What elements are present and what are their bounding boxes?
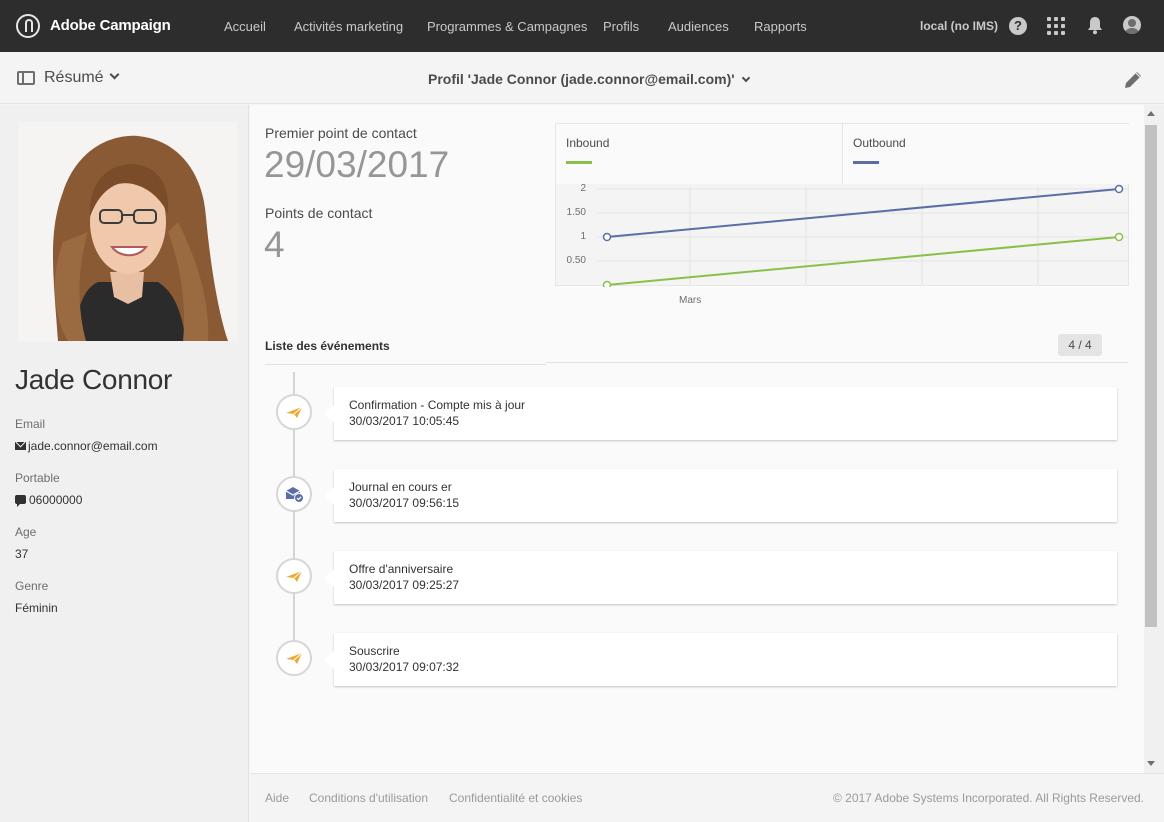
copyright-text: © 2017 Adobe Systems Incorporated. All R… (832, 791, 1144, 805)
nav-item-activites-marketing[interactable]: Activités marketing (294, 19, 404, 34)
mobile-text: 06000000 (29, 493, 83, 507)
legend-label: Outbound (853, 136, 906, 150)
y-tick-label: 2 (580, 183, 586, 194)
environment-label[interactable]: local (no IMS) (920, 19, 998, 33)
mail-icon (15, 442, 26, 450)
timeline-line (293, 372, 295, 670)
legend-swatch-inbound (566, 161, 592, 164)
event-card[interactable]: Journal en cours er 30/03/2017 09:56:15 (324, 469, 1117, 522)
mobile-value[interactable]: 06000000 (15, 493, 82, 507)
chart-data-point[interactable] (602, 232, 612, 242)
event-card[interactable]: Confirmation - Compte mis à jour 30/03/2… (324, 387, 1117, 440)
event-card[interactable]: Offre d'anniversaire 30/03/2017 09:25:27 (324, 551, 1117, 604)
legend-label: Inbound (566, 136, 610, 150)
timeline-node (276, 558, 312, 594)
app-switcher-icon[interactable] (1047, 17, 1065, 35)
chart-plot-area (596, 184, 1129, 288)
footer-link-terms[interactable]: Conditions d'utilisation (309, 791, 429, 805)
mail-check-icon (285, 487, 304, 503)
chart-series-line-outbound (606, 188, 1120, 238)
app-title[interactable]: Adobe Campaign (50, 17, 171, 34)
event-title: Confirmation - Compte mis à jour (349, 398, 526, 412)
profile-photo (18, 122, 237, 341)
event-time: 30/03/2017 09:07:32 (349, 660, 460, 674)
gender-label: Genre (15, 579, 49, 593)
scrollbar-thumb[interactable] (1145, 125, 1157, 627)
notifications-bell-icon[interactable] (1087, 16, 1103, 35)
email-text: jade.connor@email.com (28, 439, 158, 453)
footer-link-privacy[interactable]: Confidentialité et cookies (449, 791, 583, 805)
first-contact-label: Premier point de contact (265, 125, 417, 141)
timeline-node (276, 394, 312, 430)
event-card[interactable]: Souscrire 30/03/2017 09:07:32 (324, 633, 1117, 686)
nav-item-accueil[interactable]: Accueil (224, 19, 266, 34)
first-contact-value: 29/03/2017 (264, 144, 450, 185)
events-divider (265, 364, 546, 365)
x-tick-label: Mars (679, 295, 702, 306)
age-label: Age (15, 525, 37, 539)
chevron-down-icon (741, 73, 750, 83)
events-count-badge: 4 / 4 (1058, 334, 1102, 356)
contacts-chart: Inbound Outbound 2 1.50 1 0.50 (555, 123, 1129, 288)
event-time: 30/03/2017 09:56:15 (349, 496, 460, 510)
scroll-down-arrow-icon[interactable] (1147, 761, 1155, 766)
nav-item-programmes-campagnes[interactable]: Programmes & Campagnes (427, 19, 588, 34)
top-navigation-bar: Adobe Campaign Accueil Activités marketi… (0, 0, 1164, 52)
email-label: Email (15, 417, 46, 431)
footer-link-help[interactable]: Aide (265, 791, 290, 805)
touchpoints-label: Points de contact (265, 205, 373, 221)
y-tick-label: 0.50 (566, 255, 586, 266)
event-time: 30/03/2017 09:25:27 (349, 578, 460, 592)
event-title: Souscrire (349, 644, 400, 658)
email-value[interactable]: jade.connor@email.com (15, 439, 158, 453)
chevron-down-icon (109, 69, 120, 80)
gender-value: Féminin (15, 601, 58, 615)
profile-title-dropdown[interactable]: Profil 'Jade Connor (jade.connor@email.c… (428, 71, 750, 87)
chart-data-point[interactable] (602, 280, 612, 288)
legend-inbound[interactable]: Inbound (556, 124, 843, 184)
event-title: Journal en cours er (349, 480, 452, 494)
timeline-node (276, 476, 312, 512)
user-avatar-icon[interactable] (1123, 16, 1141, 34)
mobile-label: Portable (15, 471, 60, 485)
profile-name: Jade Connor (15, 364, 173, 395)
scroll-up-arrow-icon[interactable] (1147, 111, 1155, 116)
event-time: 30/03/2017 10:05:45 (349, 414, 460, 428)
timeline-node (276, 640, 312, 676)
footer (250, 773, 1164, 822)
view-selector-label: Résumé (44, 69, 104, 86)
nav-item-rapports[interactable]: Rapports (754, 19, 807, 34)
touchpoints-value: 4 (264, 224, 285, 265)
view-selector-dropdown[interactable]: Résumé (44, 69, 120, 87)
edit-pencil-icon[interactable] (1122, 69, 1144, 91)
help-icon[interactable]: ? (1009, 17, 1027, 35)
y-tick-label: 1.50 (566, 207, 586, 218)
age-value: 37 (15, 547, 29, 561)
send-icon (286, 652, 303, 664)
legend-swatch-outbound (853, 161, 879, 164)
y-tick-label: 1 (580, 231, 586, 242)
nav-item-audiences[interactable]: Audiences (668, 19, 729, 34)
legend-outbound[interactable]: Outbound (843, 124, 1129, 184)
send-icon (286, 406, 303, 418)
events-list-title: Liste des événements (265, 339, 390, 353)
chart-data-point[interactable] (1114, 232, 1124, 242)
nav-item-profils[interactable]: Profils (603, 19, 640, 34)
profile-title: Profil 'Jade Connor (jade.connor@email.c… (428, 71, 735, 87)
chart-series-line-inbound (606, 236, 1120, 286)
event-title: Offre d'anniversaire (349, 562, 454, 576)
chart-data-point[interactable] (1114, 184, 1124, 194)
send-icon (286, 570, 303, 582)
profile-header-bar (0, 52, 1164, 104)
events-divider (546, 362, 1128, 363)
adobe-campaign-logo-icon[interactable] (16, 14, 40, 38)
sms-icon (15, 495, 26, 507)
panel-toggle-icon[interactable] (17, 71, 35, 85)
